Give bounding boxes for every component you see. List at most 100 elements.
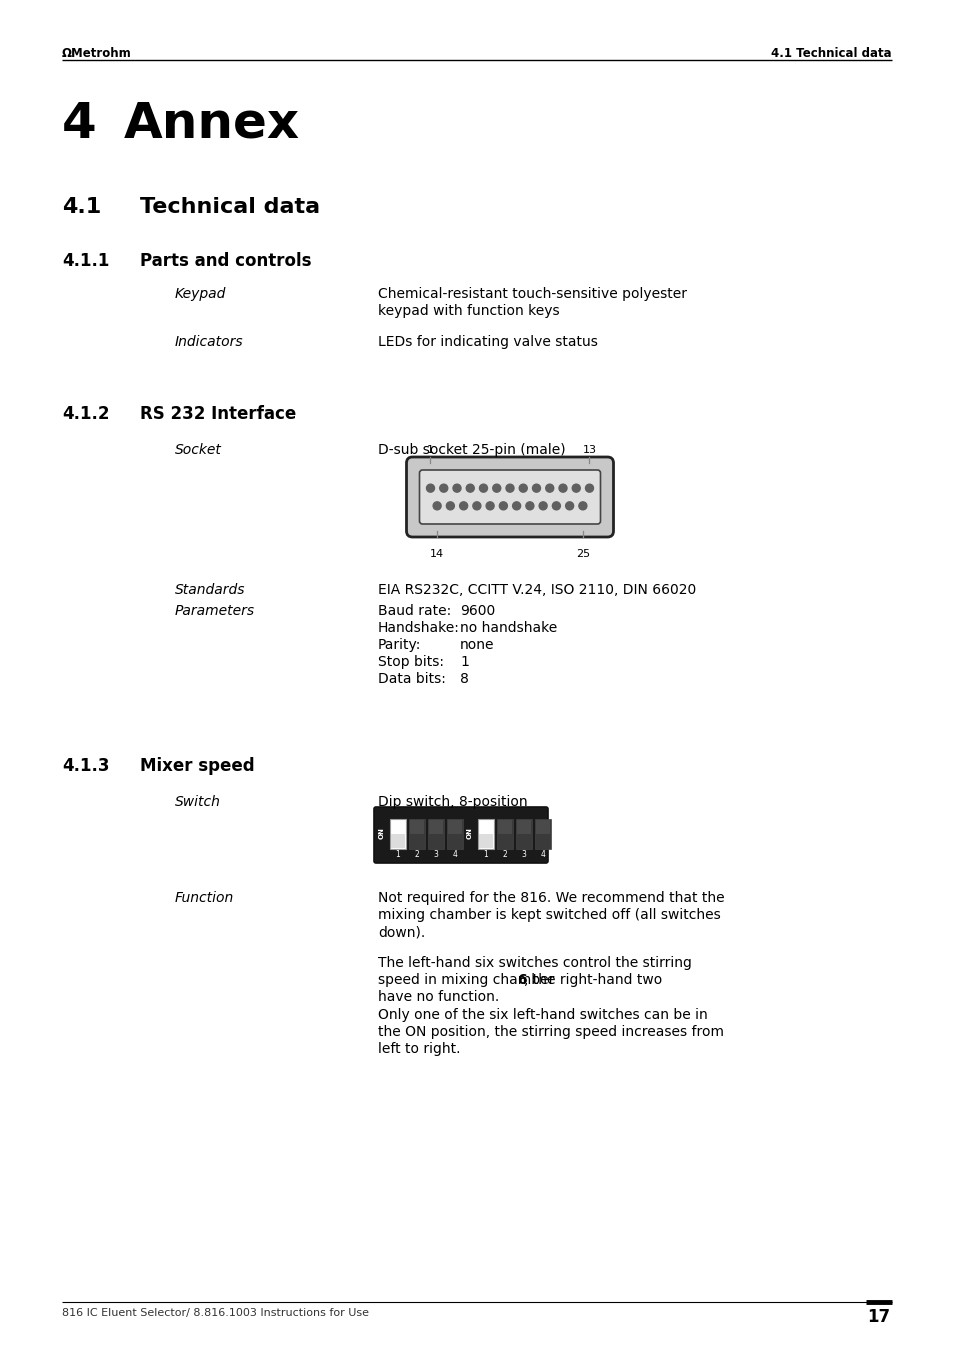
Circle shape	[486, 501, 494, 509]
Text: 2: 2	[415, 850, 419, 859]
Text: ON: ON	[467, 827, 473, 839]
FancyBboxPatch shape	[428, 819, 443, 848]
Circle shape	[525, 501, 534, 509]
Text: 6: 6	[517, 973, 526, 988]
FancyBboxPatch shape	[516, 819, 532, 848]
Circle shape	[505, 484, 514, 492]
Text: Baud rate:: Baud rate:	[377, 604, 451, 617]
FancyBboxPatch shape	[374, 807, 547, 863]
Circle shape	[572, 484, 579, 492]
Text: no handshake: no handshake	[459, 621, 557, 635]
Circle shape	[558, 484, 566, 492]
Circle shape	[466, 484, 474, 492]
FancyBboxPatch shape	[448, 820, 461, 834]
Text: 3: 3	[521, 850, 526, 859]
Text: EIA RS232C, CCITT V.24, ISO 2110, DIN 66020: EIA RS232C, CCITT V.24, ISO 2110, DIN 66…	[377, 584, 696, 597]
Text: mixing chamber is kept switched off (all switches: mixing chamber is kept switched off (all…	[377, 908, 720, 921]
FancyBboxPatch shape	[517, 820, 531, 834]
FancyBboxPatch shape	[535, 819, 551, 848]
Text: Function: Function	[174, 892, 234, 905]
FancyBboxPatch shape	[497, 820, 512, 834]
Text: Mixer speed: Mixer speed	[140, 757, 254, 775]
Text: 25: 25	[576, 549, 589, 559]
Text: Chemical-resistant touch-sensitive polyester: Chemical-resistant touch-sensitive polye…	[377, 286, 686, 301]
Text: 3: 3	[433, 850, 438, 859]
Circle shape	[453, 484, 460, 492]
Text: 4: 4	[540, 850, 545, 859]
Text: Socket: Socket	[174, 443, 222, 457]
Text: 14: 14	[430, 549, 444, 559]
Circle shape	[585, 484, 593, 492]
Text: D-sub socket 25-pin (male): D-sub socket 25-pin (male)	[377, 443, 565, 457]
Text: Technical data: Technical data	[140, 197, 320, 218]
Circle shape	[578, 501, 586, 509]
Circle shape	[439, 484, 447, 492]
Circle shape	[426, 484, 434, 492]
FancyBboxPatch shape	[419, 470, 599, 524]
FancyBboxPatch shape	[409, 819, 424, 848]
FancyBboxPatch shape	[536, 820, 550, 834]
Text: the ON position, the stirring speed increases from: the ON position, the stirring speed incr…	[377, 1025, 723, 1039]
Circle shape	[545, 484, 553, 492]
Circle shape	[493, 484, 500, 492]
Text: 8: 8	[459, 671, 468, 686]
Circle shape	[459, 501, 467, 509]
Text: Stop bits:: Stop bits:	[377, 655, 443, 669]
Text: 816 IC Eluent Selector/ 8.816.1003 Instructions for Use: 816 IC Eluent Selector/ 8.816.1003 Instr…	[62, 1308, 369, 1319]
Circle shape	[473, 501, 480, 509]
Text: Standards: Standards	[174, 584, 245, 597]
Circle shape	[538, 501, 547, 509]
Text: 4.1.3: 4.1.3	[62, 757, 110, 775]
Text: Handshake:: Handshake:	[377, 621, 459, 635]
Text: none: none	[459, 638, 494, 653]
Text: 1: 1	[459, 655, 468, 669]
Text: LEDs for indicating valve status: LEDs for indicating valve status	[377, 335, 598, 349]
FancyBboxPatch shape	[406, 457, 613, 536]
Text: Keypad: Keypad	[174, 286, 226, 301]
FancyBboxPatch shape	[429, 820, 442, 834]
Text: 1: 1	[395, 850, 400, 859]
Text: 4.1 Technical data: 4.1 Technical data	[771, 47, 891, 59]
Circle shape	[512, 501, 520, 509]
Text: 4: 4	[452, 850, 456, 859]
Text: 4: 4	[62, 100, 96, 149]
Text: 2: 2	[502, 850, 507, 859]
Circle shape	[518, 484, 527, 492]
Circle shape	[446, 501, 454, 509]
Text: 4.1.1: 4.1.1	[62, 253, 110, 270]
Text: ΩMetrohm: ΩMetrohm	[62, 47, 132, 59]
Text: left to right.: left to right.	[377, 1042, 460, 1056]
Text: Dip switch, 8-position: Dip switch, 8-position	[377, 794, 527, 809]
Circle shape	[498, 501, 507, 509]
Text: Only one of the six left-hand switches can be in: Only one of the six left-hand switches c…	[377, 1008, 707, 1021]
Text: have no function.: have no function.	[377, 990, 498, 1004]
Text: Not required for the 816. We recommend that the: Not required for the 816. We recommend t…	[377, 892, 724, 905]
Text: Switch: Switch	[174, 794, 221, 809]
Text: The left-hand six switches control the stirring: The left-hand six switches control the s…	[377, 957, 691, 970]
FancyBboxPatch shape	[477, 819, 494, 848]
Text: 4.1: 4.1	[62, 197, 101, 218]
FancyBboxPatch shape	[410, 820, 423, 834]
Circle shape	[433, 501, 440, 509]
Text: ON: ON	[378, 827, 385, 839]
Text: 4.1.2: 4.1.2	[62, 405, 110, 423]
Text: 1: 1	[427, 444, 434, 455]
Circle shape	[565, 501, 573, 509]
FancyBboxPatch shape	[478, 834, 493, 848]
Text: Indicators: Indicators	[174, 335, 243, 349]
Text: Parity:: Parity:	[377, 638, 421, 653]
Circle shape	[532, 484, 540, 492]
Circle shape	[479, 484, 487, 492]
Text: Data bits:: Data bits:	[377, 671, 445, 686]
Text: down).: down).	[377, 925, 425, 939]
FancyBboxPatch shape	[391, 834, 405, 848]
Text: Annex: Annex	[124, 100, 300, 149]
Text: , the right-hand two: , the right-hand two	[523, 973, 661, 988]
Text: speed in mixing chamber: speed in mixing chamber	[377, 973, 558, 988]
Text: 17: 17	[866, 1308, 890, 1325]
Circle shape	[552, 501, 559, 509]
Text: RS 232 Interface: RS 232 Interface	[140, 405, 296, 423]
Text: 1: 1	[483, 850, 488, 859]
Text: Parts and controls: Parts and controls	[140, 253, 312, 270]
FancyBboxPatch shape	[390, 819, 406, 848]
